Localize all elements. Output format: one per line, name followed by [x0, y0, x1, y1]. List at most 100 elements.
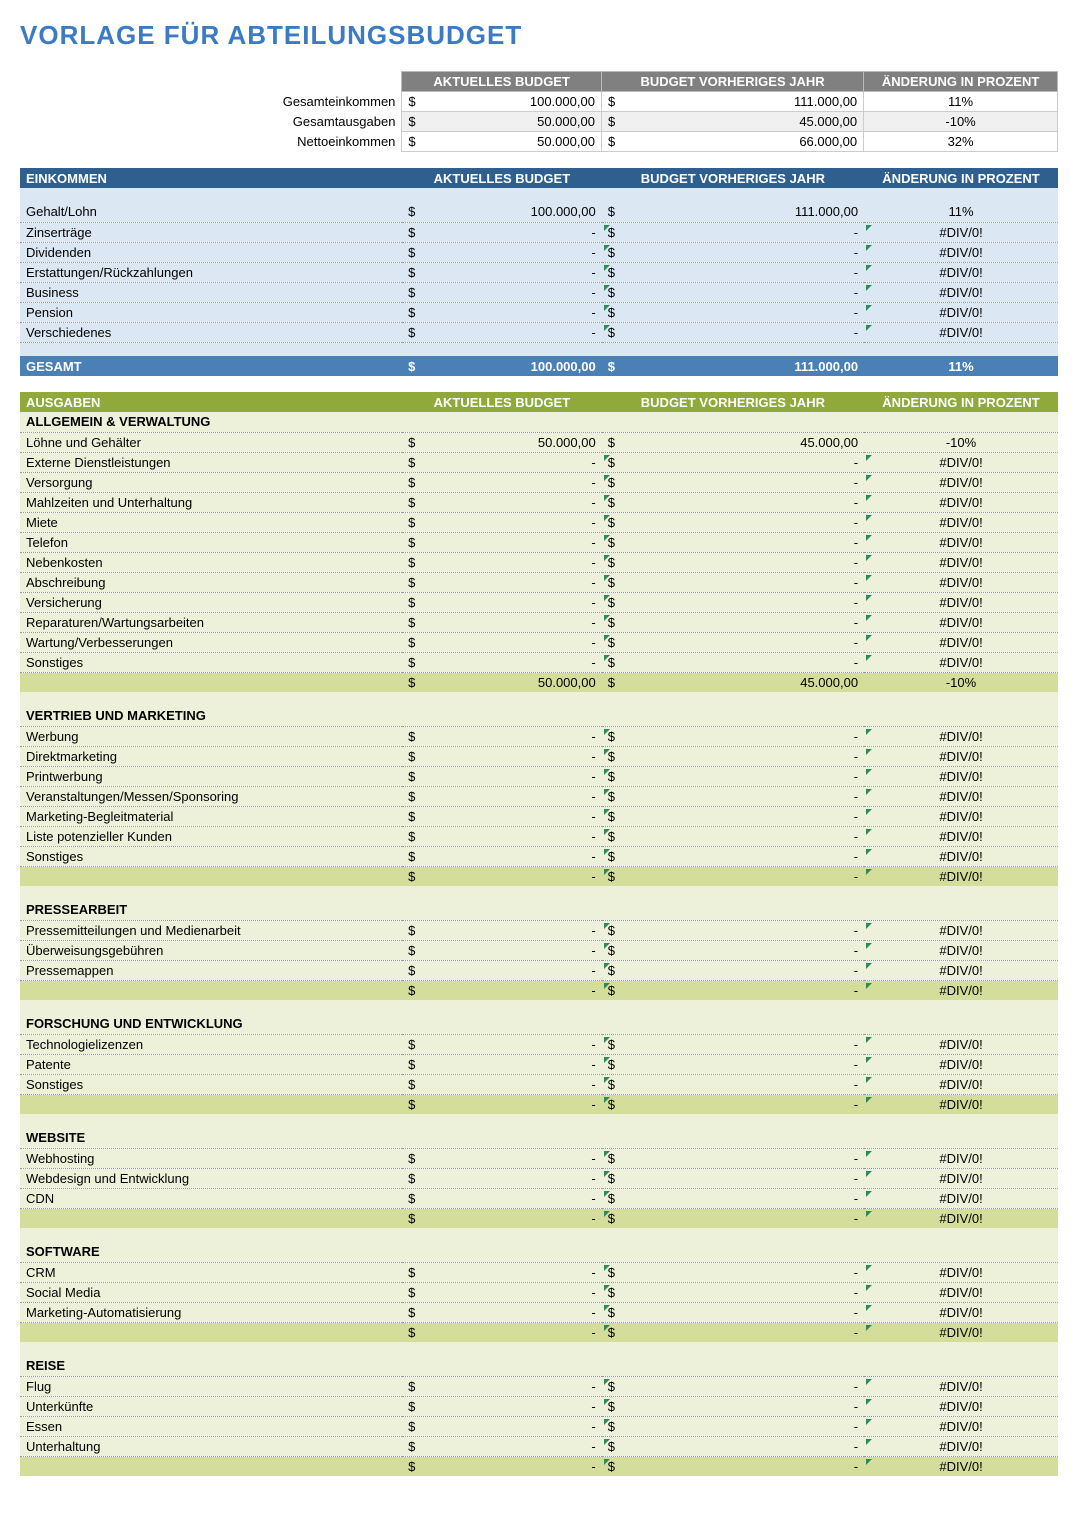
gesamt-label: GESAMT — [20, 356, 402, 376]
money-cell: $- — [602, 1188, 864, 1208]
money-cell: $- — [402, 866, 602, 886]
money-cell: $- — [602, 452, 864, 472]
row-pct: #DIV/0! — [864, 242, 1058, 262]
row-label: Miete — [20, 512, 402, 532]
money-cell: $- — [402, 766, 602, 786]
money-cell: $- — [602, 592, 864, 612]
ausgaben-row: Sonstiges$-$-#DIV/0! — [20, 846, 1058, 866]
subtotal-pct: #DIV/0! — [864, 1094, 1058, 1114]
group-subhead: VERTRIEB UND MARKETING — [20, 706, 1058, 726]
money-cell: $100.000,00 — [402, 202, 602, 222]
money-cell: $- — [402, 1396, 602, 1416]
group-subtotal: $-$-#DIV/0! — [20, 1456, 1058, 1476]
subtotal-pct: #DIV/0! — [864, 1322, 1058, 1342]
money-cell: $- — [602, 572, 864, 592]
money-cell: $- — [602, 806, 864, 826]
group-subhead: SOFTWARE — [20, 1242, 1058, 1262]
row-pct: #DIV/0! — [864, 1416, 1058, 1436]
row-label: Marketing-Automatisierung — [20, 1302, 402, 1322]
ausgaben-row: Webdesign und Entwicklung$-$-#DIV/0! — [20, 1168, 1058, 1188]
subtotal-label — [20, 1208, 402, 1228]
money-cell: $45.000,00 — [602, 672, 864, 692]
subtotal-label — [20, 980, 402, 1000]
row-label: Reparaturen/Wartungsarbeiten — [20, 612, 402, 632]
money-cell: $- — [402, 1188, 602, 1208]
money-cell: $- — [402, 572, 602, 592]
money-cell: $- — [402, 920, 602, 940]
row-label: Nebenkosten — [20, 552, 402, 572]
subtotal-pct: #DIV/0! — [864, 1208, 1058, 1228]
row-pct: 11% — [864, 202, 1058, 222]
group-name: WEBSITE — [20, 1128, 1058, 1148]
subtotal-pct: -10% — [864, 672, 1058, 692]
row-label: Social Media — [20, 1282, 402, 1302]
money-cell: $- — [602, 766, 864, 786]
money-cell: $- — [402, 452, 602, 472]
group-subhead: WEBSITE — [20, 1128, 1058, 1148]
money-cell: $- — [402, 1302, 602, 1322]
row-pct: -10% — [864, 112, 1058, 132]
money-cell: $- — [402, 612, 602, 632]
money-cell: $- — [602, 262, 864, 282]
row-label: Sonstiges — [20, 846, 402, 866]
row-pct: #DIV/0! — [864, 532, 1058, 552]
group-subhead: PRESSEARBEIT — [20, 900, 1058, 920]
money-cell: $- — [402, 1376, 602, 1396]
gesamt-previous: $111.000,00 — [602, 356, 864, 376]
subtotal-label — [20, 672, 402, 692]
money-cell: $- — [602, 1168, 864, 1188]
money-cell: $111.000,00 — [601, 92, 863, 112]
summary-table: AKTUELLES BUDGET BUDGET VORHERIGES JAHR … — [20, 71, 1058, 152]
money-cell: $- — [602, 532, 864, 552]
row-pct: #DIV/0! — [864, 282, 1058, 302]
money-cell: $- — [402, 322, 602, 342]
row-pct: #DIV/0! — [864, 1168, 1058, 1188]
ausgaben-row: Löhne und Gehälter$50.000,00$45.000,00-1… — [20, 432, 1058, 452]
row-label: Essen — [20, 1416, 402, 1436]
row-label: Webhosting — [20, 1148, 402, 1168]
money-cell: $- — [602, 960, 864, 980]
summary-row: Nettoeinkommen$50.000,00$66.000,0032% — [20, 132, 1058, 152]
ausgaben-row: Essen$-$-#DIV/0! — [20, 1416, 1058, 1436]
ausgaben-row: Überweisungsgebühren$-$-#DIV/0! — [20, 940, 1058, 960]
money-cell: $- — [402, 242, 602, 262]
money-cell: $- — [602, 1376, 864, 1396]
money-cell: $- — [602, 322, 864, 342]
ausgaben-row: Veranstaltungen/Messen/Sponsoring$-$-#DI… — [20, 786, 1058, 806]
ausgaben-table: AUSGABEN AKTUELLES BUDGET BUDGET VORHERI… — [20, 392, 1058, 1476]
row-label: Flug — [20, 1376, 402, 1396]
money-cell: $- — [602, 302, 864, 322]
money-cell: $- — [602, 512, 864, 532]
ausgaben-row: Sonstiges$-$-#DIV/0! — [20, 1074, 1058, 1094]
ausgaben-row: Liste potenzieller Kunden$-$-#DIV/0! — [20, 826, 1058, 846]
row-pct: #DIV/0! — [864, 222, 1058, 242]
col-current: AKTUELLES BUDGET — [402, 168, 602, 188]
money-cell: $- — [402, 1416, 602, 1436]
row-pct: #DIV/0! — [864, 726, 1058, 746]
row-pct: #DIV/0! — [864, 1034, 1058, 1054]
money-cell: $- — [602, 1416, 864, 1436]
money-cell: $45.000,00 — [601, 112, 863, 132]
row-label: Dividenden — [20, 242, 402, 262]
money-cell: $- — [602, 242, 864, 262]
row-label: Überweisungsgebühren — [20, 940, 402, 960]
money-cell: $- — [602, 846, 864, 866]
money-cell: $- — [402, 262, 602, 282]
money-cell: $- — [402, 806, 602, 826]
money-cell: $- — [602, 1074, 864, 1094]
row-pct: #DIV/0! — [864, 920, 1058, 940]
einkommen-row: Verschiedenes$-$-#DIV/0! — [20, 322, 1058, 342]
gesamt-current: $100.000,00 — [402, 356, 602, 376]
ausgaben-row: Versicherung$-$-#DIV/0! — [20, 592, 1058, 612]
subtotal-pct: #DIV/0! — [864, 1456, 1058, 1476]
ausgaben-row: Miete$-$-#DIV/0! — [20, 512, 1058, 532]
money-cell: $- — [402, 846, 602, 866]
money-cell: $- — [602, 786, 864, 806]
subtotal-pct: #DIV/0! — [864, 866, 1058, 886]
row-pct: #DIV/0! — [864, 612, 1058, 632]
money-cell: $- — [402, 960, 602, 980]
money-cell: $- — [602, 1054, 864, 1074]
ausgaben-row: Marketing-Automatisierung$-$-#DIV/0! — [20, 1302, 1058, 1322]
row-label: Versicherung — [20, 592, 402, 612]
row-pct: #DIV/0! — [864, 652, 1058, 672]
